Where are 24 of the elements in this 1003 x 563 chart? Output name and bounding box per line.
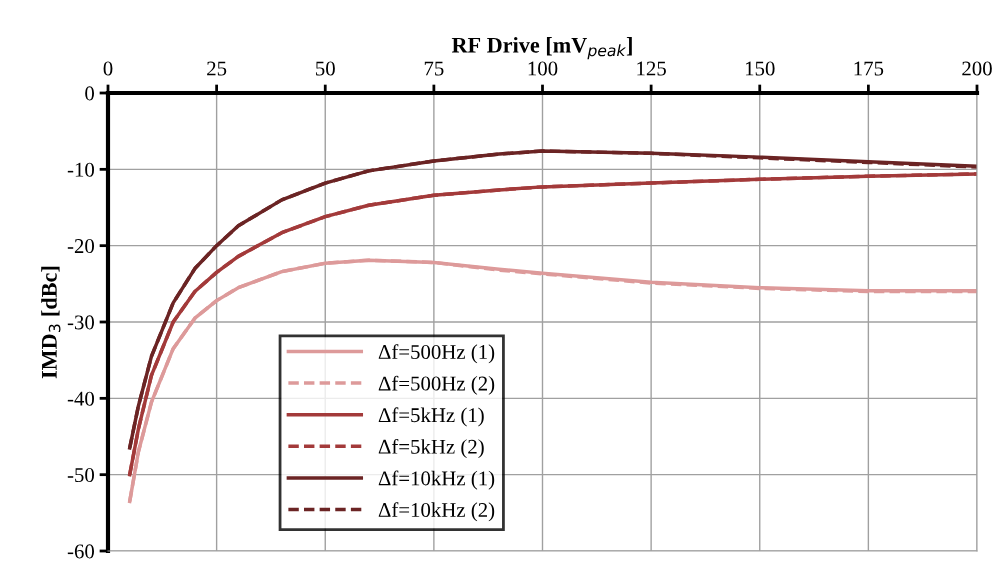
y-tick-label: -20 bbox=[67, 239, 95, 254]
y-tick-label: -40 bbox=[67, 391, 95, 406]
y-tick-label: -60 bbox=[67, 544, 95, 559]
legend-label: Δf=10kHz (2) bbox=[378, 502, 495, 522]
y-tick-label: 0 bbox=[85, 86, 95, 101]
y-tick-label: -50 bbox=[67, 468, 95, 483]
x-tick-label: 100 bbox=[528, 61, 558, 76]
x-tick-label: 175 bbox=[854, 61, 884, 76]
legend-label: Δf=5kHz (2) bbox=[378, 438, 484, 459]
legend-label: Δf=10kHz (1) bbox=[378, 470, 495, 490]
legend-label: Δf=500Hz (2) bbox=[378, 375, 495, 395]
x-tick-label: 50 bbox=[316, 61, 335, 76]
x-tick-label: 75 bbox=[424, 61, 444, 76]
y-axis-title: IMD$_{3}$ [dBc] bbox=[41, 266, 61, 379]
legend-label: Δf=5kHz (1) bbox=[378, 407, 484, 427]
x-tick-label: 200 bbox=[962, 61, 992, 76]
y-tick-label: -10 bbox=[67, 162, 95, 177]
legend-label: Δf=500Hz (1) bbox=[378, 344, 495, 364]
x-tick-label: 0 bbox=[103, 61, 113, 76]
x-axis-title: RF Drive [mV$_{peak}$] bbox=[451, 37, 632, 60]
x-tick-label: 125 bbox=[637, 61, 666, 76]
y-tick-label: -30 bbox=[67, 315, 95, 330]
x-tick-label: 25 bbox=[207, 61, 227, 76]
x-tick-label: 150 bbox=[745, 61, 775, 76]
